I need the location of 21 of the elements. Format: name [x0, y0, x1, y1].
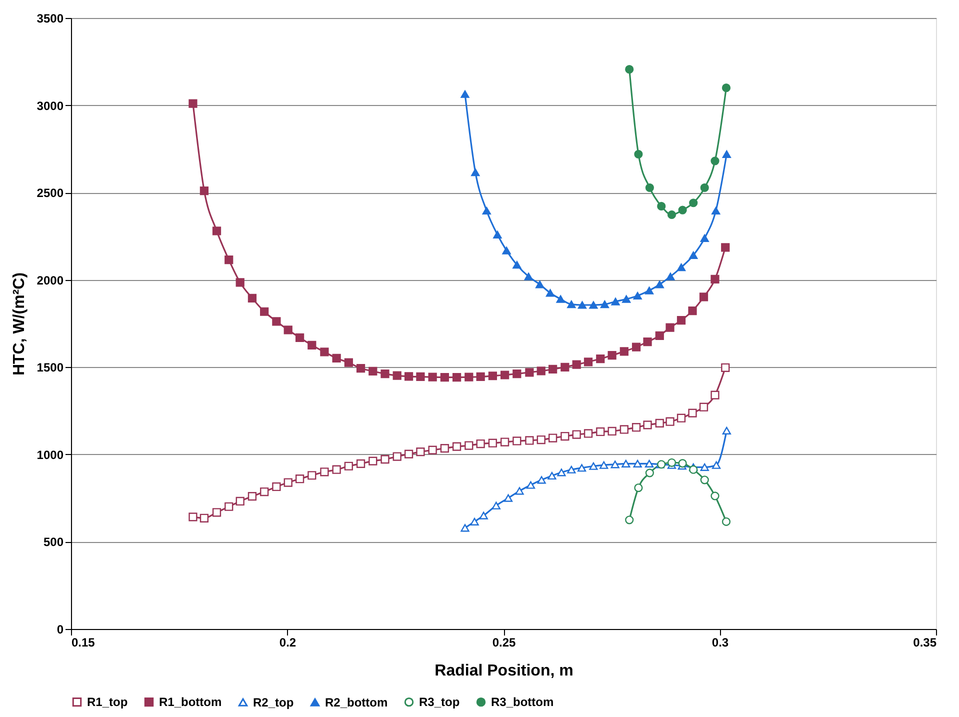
legend-label: R1_bottom — [159, 695, 222, 710]
legend-label: R2_bottom — [325, 695, 388, 710]
y-tick-label: 2500 — [36, 186, 64, 200]
y-tick-label: 3500 — [36, 12, 64, 26]
y-tick-label: 500 — [43, 535, 64, 550]
x-tick-label: 0.3 — [712, 636, 729, 650]
y-tick-label: 1000 — [36, 448, 64, 462]
x-tick-label: 0.15 — [72, 636, 96, 650]
x-tick-label: 0.2 — [279, 636, 296, 650]
y-tick-label: 1500 — [36, 360, 64, 375]
legend-label: R3_bottom — [491, 695, 554, 710]
legend-label: R1_top — [87, 695, 128, 710]
legend-label: R2_top — [253, 695, 294, 710]
y-tick-label: 2000 — [36, 273, 64, 288]
y-axis-title: HTC, W/(m²C) — [10, 272, 28, 376]
y-tick-label: 3000 — [36, 98, 64, 113]
y-tick-label: 0 — [56, 622, 64, 636]
x-tick-label: 0.25 — [492, 636, 516, 650]
x-tick-label: 0.35 — [913, 636, 937, 650]
legend-label: R3_top — [419, 695, 460, 710]
x-axis-title: Radial Position, m — [434, 662, 574, 680]
